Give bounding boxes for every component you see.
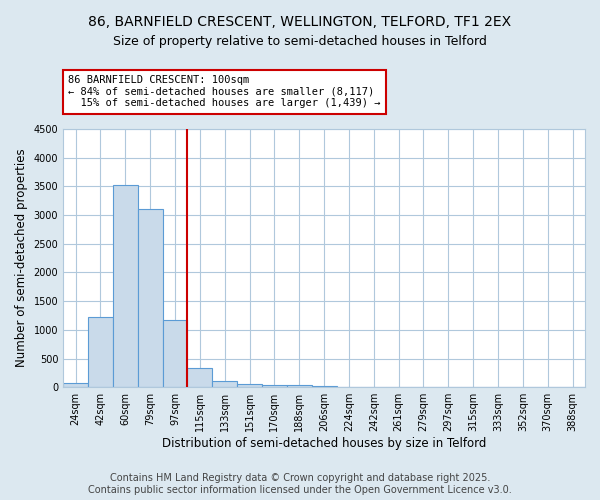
Bar — [113, 185, 138, 387]
Bar — [163, 320, 187, 387]
Text: Size of property relative to semi-detached houses in Telford: Size of property relative to semi-detach… — [113, 35, 487, 48]
Bar — [212, 381, 237, 387]
Text: 86, BARNFIELD CRESCENT, WELLINGTON, TELFORD, TF1 2EX: 86, BARNFIELD CRESCENT, WELLINGTON, TELF… — [88, 15, 512, 29]
Bar — [262, 385, 287, 387]
Text: Contains HM Land Registry data © Crown copyright and database right 2025.
Contai: Contains HM Land Registry data © Crown c… — [88, 474, 512, 495]
Bar — [311, 386, 337, 387]
Y-axis label: Number of semi-detached properties: Number of semi-detached properties — [15, 149, 28, 368]
Bar — [287, 386, 311, 387]
Text: 86 BARNFIELD CRESCENT: 100sqm
← 84% of semi-detached houses are smaller (8,117)
: 86 BARNFIELD CRESCENT: 100sqm ← 84% of s… — [68, 75, 381, 108]
Bar — [237, 384, 262, 387]
X-axis label: Distribution of semi-detached houses by size in Telford: Distribution of semi-detached houses by … — [162, 437, 486, 450]
Bar — [138, 210, 163, 387]
Bar — [63, 383, 88, 387]
Bar — [187, 368, 212, 387]
Bar — [88, 317, 113, 387]
